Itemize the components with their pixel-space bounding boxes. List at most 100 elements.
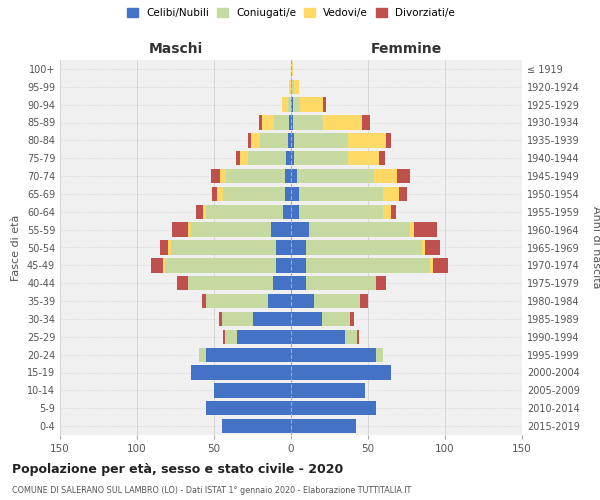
Bar	[291, 294, 314, 308]
Bar	[294, 133, 348, 148]
Bar	[307, 276, 376, 290]
Bar	[414, 222, 437, 237]
Bar	[285, 187, 291, 201]
Text: Popolazione per età, sesso e stato civile - 2020: Popolazione per età, sesso e stato civil…	[12, 462, 343, 475]
Bar	[291, 204, 299, 219]
Bar	[291, 348, 376, 362]
Bar	[379, 151, 385, 166]
Bar	[253, 312, 291, 326]
Bar	[291, 419, 356, 433]
Bar	[291, 330, 345, 344]
Bar	[268, 294, 291, 308]
Bar	[223, 187, 285, 201]
Bar	[376, 348, 383, 362]
Bar	[291, 98, 293, 112]
Bar	[348, 151, 379, 166]
Bar	[240, 151, 248, 166]
Bar	[271, 222, 291, 237]
Bar	[172, 222, 188, 237]
Bar	[291, 240, 307, 254]
Bar	[225, 330, 237, 344]
Bar	[291, 133, 294, 148]
Bar	[357, 330, 359, 344]
Bar	[410, 222, 414, 237]
Bar	[422, 240, 425, 254]
Bar	[206, 401, 291, 415]
Bar	[260, 133, 288, 148]
Bar	[274, 116, 289, 130]
Bar	[293, 98, 300, 112]
Bar	[214, 383, 291, 398]
Bar	[299, 187, 383, 201]
Bar	[291, 169, 297, 183]
Bar	[259, 116, 262, 130]
Bar	[291, 383, 365, 398]
Bar	[223, 330, 225, 344]
Bar	[272, 276, 291, 290]
Bar	[160, 240, 168, 254]
Bar	[299, 204, 383, 219]
Bar	[386, 133, 391, 148]
Bar	[323, 98, 326, 112]
Bar	[199, 348, 206, 362]
Bar	[291, 151, 294, 166]
Bar	[314, 294, 360, 308]
Bar	[211, 169, 220, 183]
Bar	[206, 204, 283, 219]
Bar	[291, 222, 310, 237]
Bar	[323, 116, 362, 130]
Bar	[283, 204, 291, 219]
Bar	[275, 240, 291, 254]
Bar	[288, 133, 291, 148]
Bar	[222, 419, 291, 433]
Bar	[289, 116, 291, 130]
Bar	[430, 258, 433, 272]
Bar	[218, 312, 222, 326]
Bar	[248, 151, 286, 166]
Bar	[345, 330, 357, 344]
Bar	[282, 98, 288, 112]
Bar	[291, 366, 391, 380]
Bar	[291, 401, 376, 415]
Bar	[399, 187, 407, 201]
Bar	[220, 169, 226, 183]
Bar	[291, 276, 307, 290]
Bar	[291, 187, 299, 201]
Bar	[310, 222, 410, 237]
Bar	[212, 187, 217, 201]
Bar	[202, 294, 206, 308]
Bar	[289, 80, 291, 94]
Bar	[374, 169, 397, 183]
Bar	[188, 222, 191, 237]
Bar	[191, 366, 291, 380]
Bar	[236, 151, 240, 166]
Bar	[286, 151, 291, 166]
Bar	[291, 62, 293, 76]
Bar	[307, 240, 422, 254]
Bar	[171, 240, 275, 254]
Bar	[163, 258, 165, 272]
Text: COMUNE DI SALERANO SUL LAMBRO (LO) - Dati ISTAT 1° gennaio 2020 - Elaborazione T: COMUNE DI SALERANO SUL LAMBRO (LO) - Dat…	[12, 486, 411, 495]
Bar	[291, 258, 307, 272]
Bar	[425, 240, 440, 254]
Bar	[248, 133, 251, 148]
Bar	[226, 169, 285, 183]
Bar	[206, 348, 291, 362]
Bar	[206, 294, 268, 308]
Bar	[237, 330, 291, 344]
Bar	[288, 98, 291, 112]
Bar	[196, 204, 203, 219]
Y-axis label: Anni di nascita: Anni di nascita	[590, 206, 600, 289]
Bar	[360, 294, 368, 308]
Text: Maschi: Maschi	[148, 42, 203, 56]
Bar	[376, 276, 386, 290]
Bar	[285, 169, 291, 183]
Bar	[151, 258, 163, 272]
Bar	[322, 312, 350, 326]
Bar	[348, 133, 386, 148]
Bar	[391, 204, 396, 219]
Bar	[165, 258, 275, 272]
Bar	[294, 80, 299, 94]
Bar	[307, 258, 430, 272]
Bar	[383, 204, 391, 219]
